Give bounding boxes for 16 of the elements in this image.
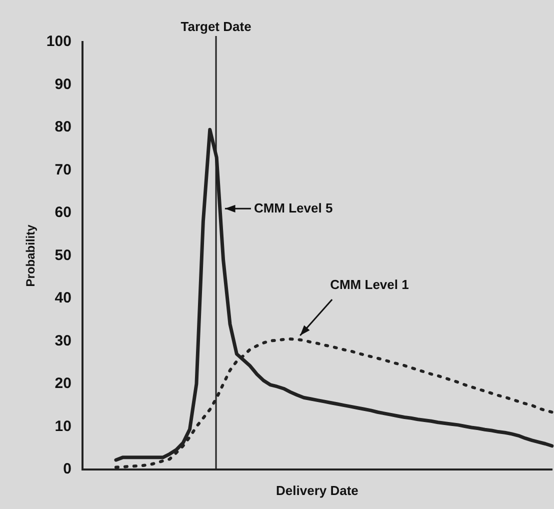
y-tick-label: 90	[54, 76, 72, 93]
y-tick-label: 60	[54, 204, 72, 222]
y-tick-label: 30	[54, 332, 72, 350]
y-axis-title: Probability	[24, 224, 38, 287]
y-tick-label: 20	[54, 375, 72, 392]
y-tick-label: 50	[54, 246, 72, 264]
y-tick-label: 100	[46, 33, 72, 50]
y-tick-label: 0	[63, 460, 72, 478]
text: Target Date	[180, 19, 252, 34]
y-tick-label: 10	[54, 418, 72, 435]
y-tick-label: 80	[54, 118, 72, 136]
y-tick-label: 40	[54, 290, 72, 307]
text: CMM Level 5	[254, 200, 333, 216]
y-tick-label: 70	[54, 161, 72, 178]
x-axis-title: Delivery Date	[276, 482, 358, 498]
text: CMM Level 1	[330, 277, 409, 292]
